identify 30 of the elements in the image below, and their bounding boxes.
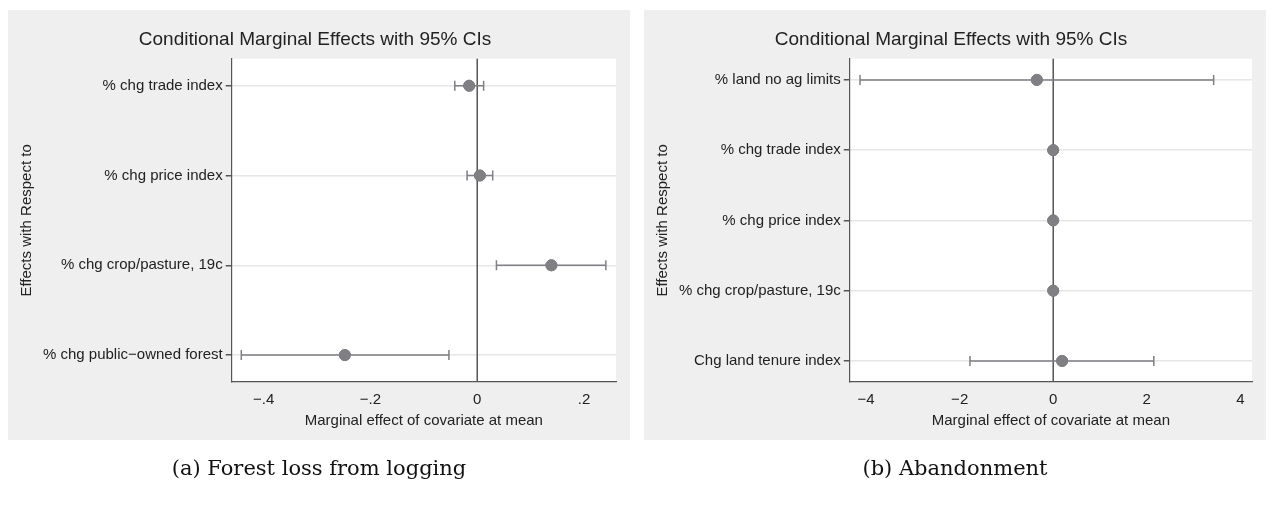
x-tick-label: 2 <box>1142 390 1151 408</box>
y-axis-title: Effects with Respect to <box>653 144 671 297</box>
y-tick-label: % chg price index <box>722 210 842 228</box>
text: (a) Forest loss from logging <box>170 456 468 480</box>
x-tick-label: −.4 <box>253 390 275 408</box>
y-tick-label: Chg land tenure index <box>693 351 842 369</box>
x-tick-label: −2 <box>951 390 969 408</box>
y-tick-label: % chg crop/pasture, 19c <box>60 255 224 273</box>
point <box>463 79 476 92</box>
y-tick-label: % chg public−owned forest <box>42 345 224 363</box>
point <box>473 169 486 182</box>
point <box>338 349 351 362</box>
y-tick-label: % chg trade index <box>720 140 842 158</box>
x-tick-label: 0 <box>1049 390 1058 408</box>
x-tick-label: 4 <box>1236 390 1245 408</box>
chart-title: Conditional Marginal Effects with 95% CIs <box>774 27 1128 49</box>
x-tick-label: .2 <box>577 390 591 408</box>
x-tick-label: 0 <box>473 390 482 408</box>
x-tick-label: −4 <box>857 390 875 408</box>
y-tick-label: % chg trade index <box>102 75 224 93</box>
y-tick-label: % land no ag limits <box>714 70 841 88</box>
y-tick-label: % chg crop/pasture, 19c <box>678 280 842 298</box>
chart-title: Conditional Marginal Effects with 95% CIs <box>138 27 492 49</box>
x-axis-title: Marginal effect of covariate at mean <box>931 411 1170 429</box>
y-tick-label: % chg price index <box>104 165 224 183</box>
x-axis-title: Marginal effect of covariate at mean <box>304 411 543 429</box>
y-axis-title: Effects with Respect to <box>17 144 35 297</box>
x-tick-label: −.2 <box>359 390 382 408</box>
text: (b) Abandonment <box>861 456 1049 480</box>
point <box>545 259 558 272</box>
